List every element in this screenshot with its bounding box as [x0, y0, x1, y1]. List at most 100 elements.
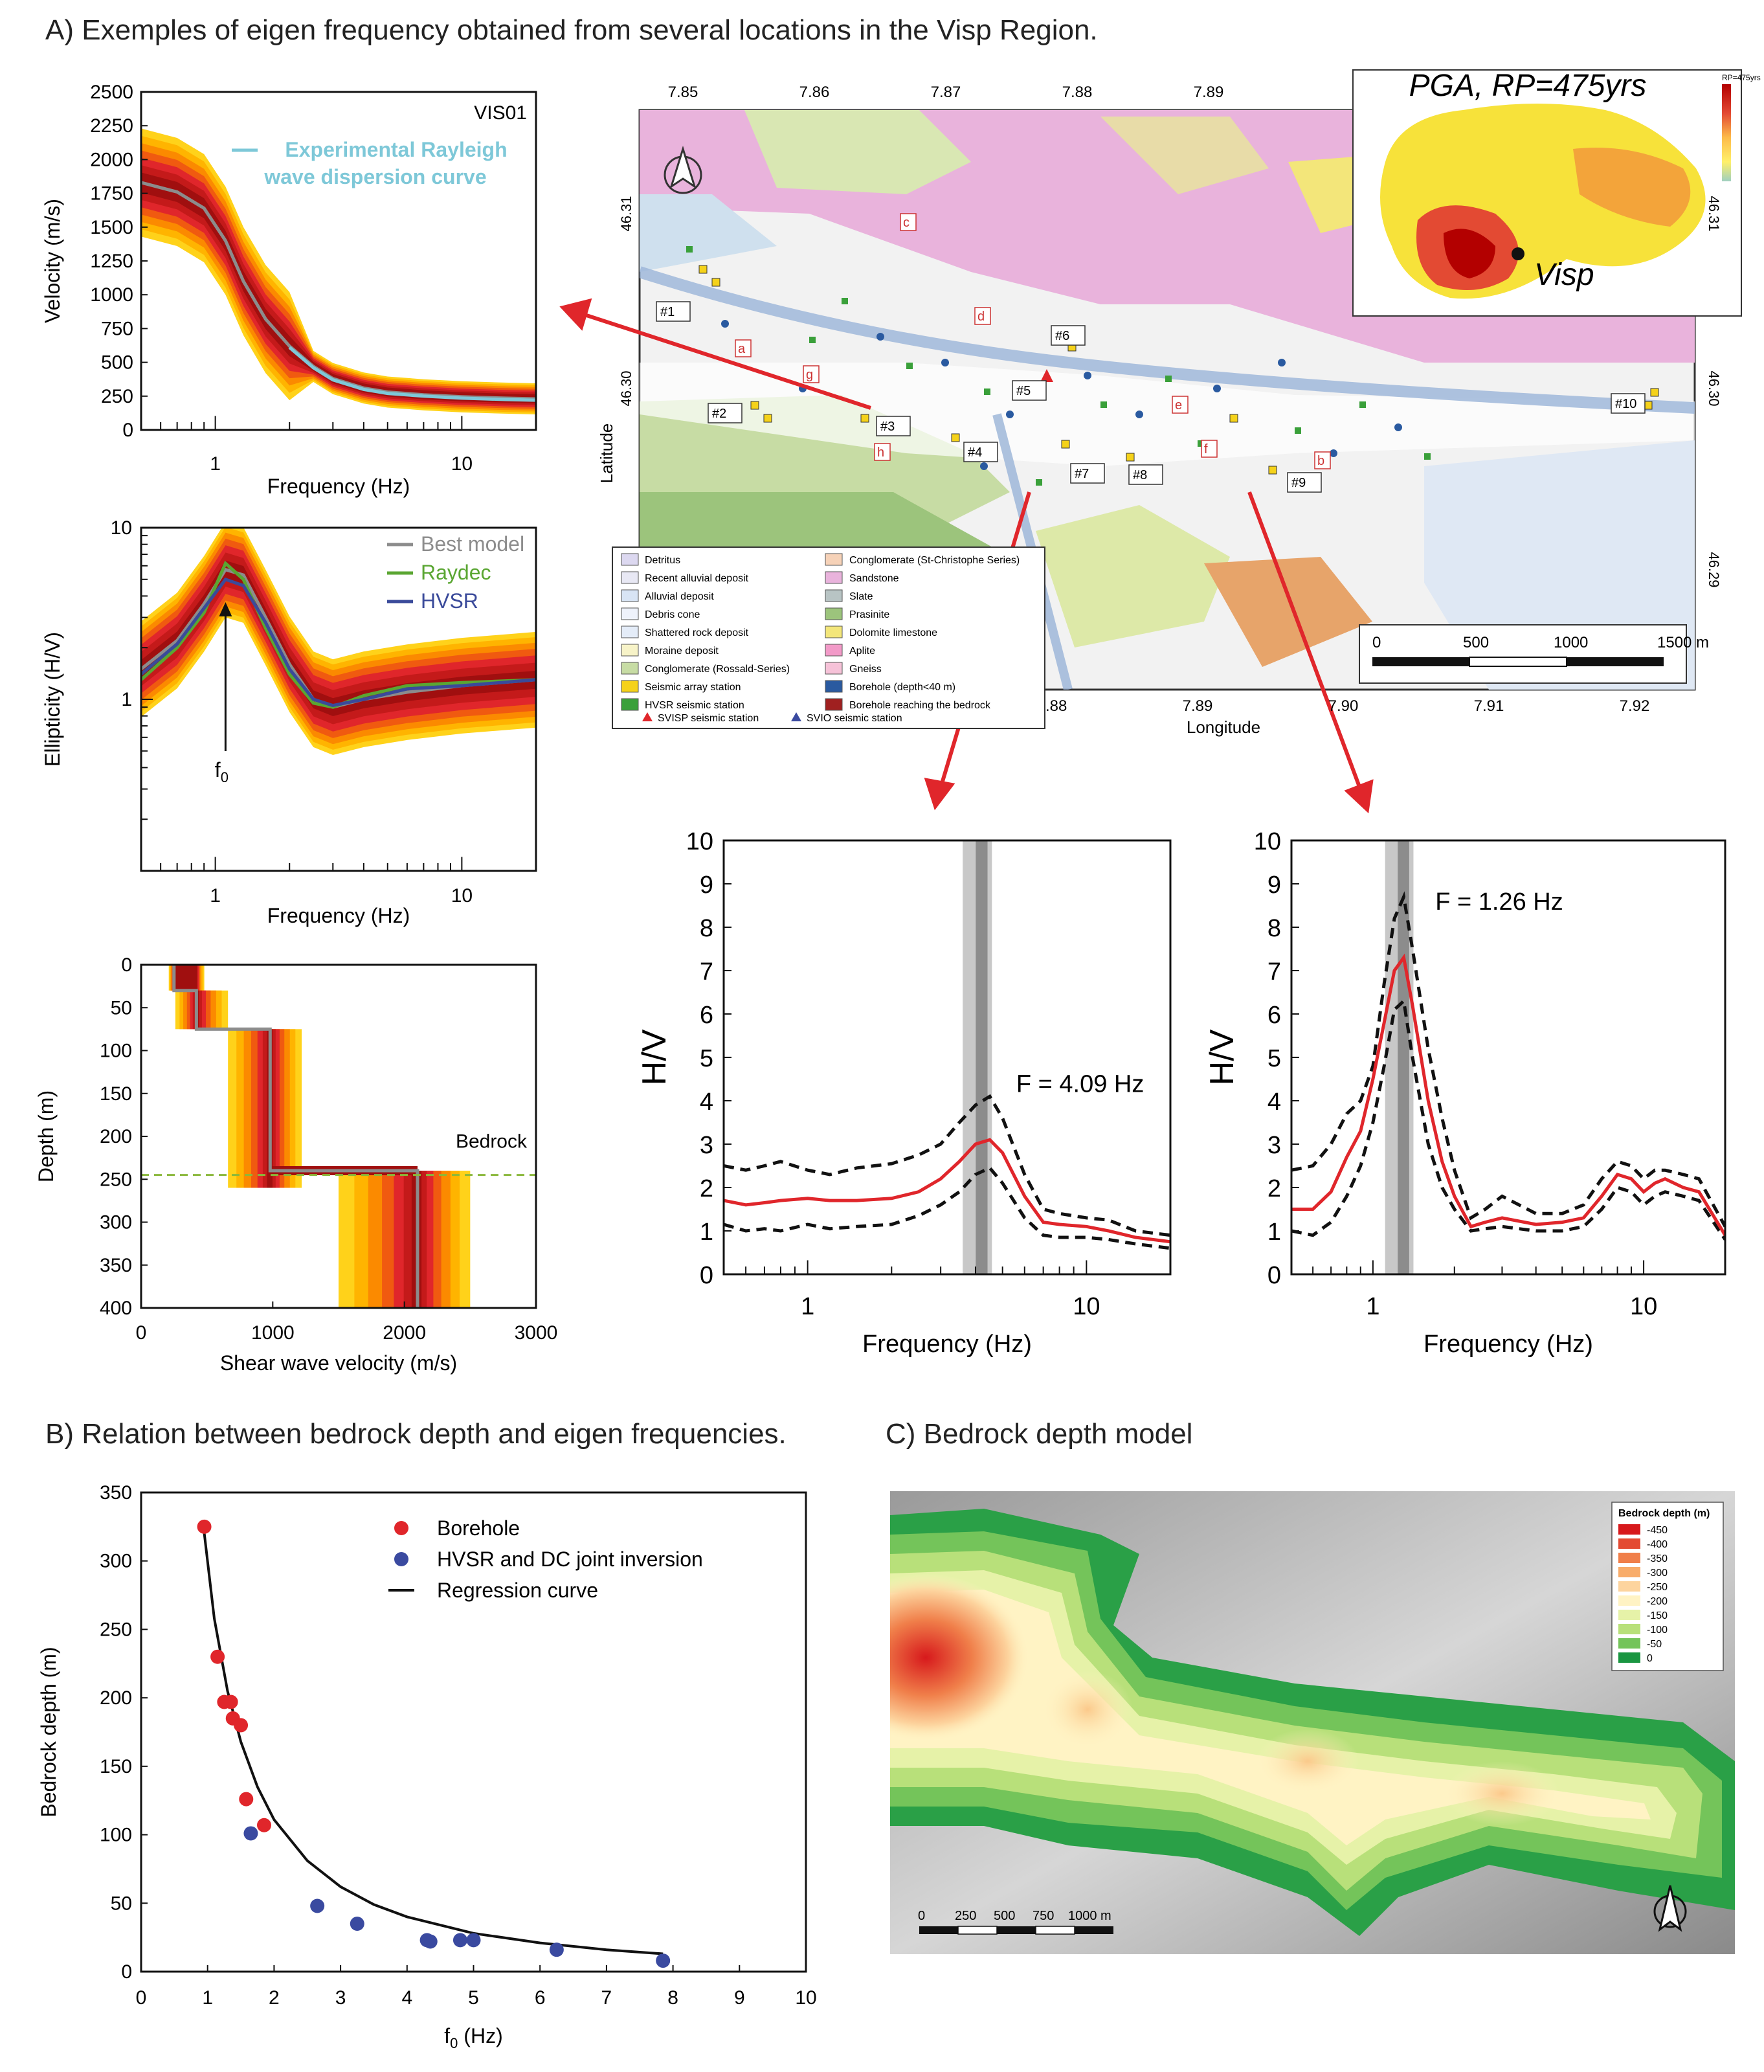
x-tick-label: 2000 — [383, 1322, 426, 1344]
depth-legend-label: -350 — [1647, 1553, 1668, 1564]
legend-label: Borehole — [437, 1516, 520, 1540]
map-lon-tick-top: 7.86 — [799, 84, 830, 101]
depth-legend-swatch — [1618, 1624, 1640, 1634]
y-tick-label: 1000 — [90, 284, 133, 306]
map-lat-tick-left: 46.30 — [618, 370, 634, 406]
map-legend-label: Detritus — [645, 555, 680, 566]
map-site-box — [963, 442, 998, 462]
map-legend-label: Prasinite — [849, 609, 889, 620]
hv-right-chart: 0 1 2 3 4 5 6 7 8 9 10 1 10 Frequency (Hz) H/V F = 1.26… — [1203, 828, 1726, 1358]
depth-legend-swatch — [1618, 1581, 1640, 1592]
y-tick-label: 1 — [700, 1219, 713, 1246]
y-tick-label: 300 — [100, 1212, 132, 1233]
map-letter-box — [900, 213, 917, 231]
y-tick-label: 200 — [100, 1126, 132, 1147]
map-letter-label: f — [1204, 442, 1208, 456]
ellipticity-line — [141, 577, 536, 708]
map-legend-label: Sandstone — [849, 573, 899, 584]
ellipticity-chart: 1 10 1 10 Frequency (Hz) Ellipticity (H/V) f0 B… — [41, 517, 537, 927]
y-tick-label: 500 — [101, 352, 133, 374]
x-tick-label: 6 — [535, 1987, 546, 2009]
x-tick-label: 3000 — [515, 1322, 558, 1344]
map-legend-swatch — [621, 625, 639, 638]
ellipticity-band — [141, 528, 536, 755]
inset-title: PGA, RP=475yrs — [1409, 69, 1647, 103]
map-lat-tick-left: 46.31 — [618, 196, 634, 231]
y-tick-label: 2500 — [90, 82, 133, 103]
depth-legend-swatch — [1618, 1638, 1640, 1649]
map-legend-swatch — [825, 680, 843, 693]
y-tick-label: 0 — [121, 954, 132, 976]
map-legend-label: Conglomerate (Rossald-Series) — [645, 664, 790, 675]
x-tick-label: 10 — [451, 885, 473, 906]
depth-legend-label: -250 — [1647, 1582, 1668, 1593]
map-letter-label: c — [903, 216, 910, 230]
svio-legend-icon — [791, 712, 801, 721]
map-letter-label: d — [977, 310, 985, 324]
callout-arrows — [559, 298, 1374, 814]
map-legend-label: Borehole (depth<40 m) — [849, 682, 955, 693]
depth-model-text: Bedrock depth (m) -450 -400 -350 -300 -250 -20… — [918, 1508, 1710, 1923]
x-tick-label: 0 — [136, 1987, 147, 2009]
north-arrow-icon — [664, 145, 702, 194]
depth-legend-title: Bedrock depth (m) — [1618, 1508, 1710, 1519]
map-legend-label: Alluvial deposit — [645, 591, 714, 602]
f0-arrowhead — [219, 602, 232, 616]
depth-scale-label: 250 — [955, 1909, 976, 1923]
map-lon-tick-top: 7.88 — [1062, 84, 1093, 101]
hv-std-upper — [724, 1094, 1170, 1237]
depth-legend-swatch — [1618, 1595, 1640, 1606]
depth-legend-label: 0 — [1647, 1653, 1653, 1664]
y-tick-label: 10 — [111, 517, 132, 539]
map-legend-label: Slate — [849, 591, 873, 602]
y-tick-label: 1500 — [90, 217, 133, 238]
y-axis-label: H/V — [636, 1029, 673, 1085]
y-axis-label: Bedrock depth (m) — [37, 1647, 60, 1817]
station-label: VIS01 — [474, 102, 527, 124]
ellipticity-line — [141, 560, 536, 709]
joint-inversion-point — [310, 1898, 325, 1913]
map-legend-label: Shattered rock deposit — [645, 627, 749, 638]
peak-band-core — [1398, 840, 1409, 1274]
map-legend-label: SVIO seismic station — [807, 713, 902, 724]
y-tick-label: 10 — [686, 828, 713, 855]
x-tick-label: 10 — [451, 453, 473, 475]
map-legend-label: Conglomerate (St-Christophe Series) — [849, 555, 1020, 566]
x-tick-label: 1 — [1366, 1293, 1379, 1320]
map-letter-box — [874, 443, 891, 461]
y-tick-label: 100 — [100, 1825, 132, 1846]
map-legend-swatch — [621, 662, 639, 675]
map-lon-tick-bottom: 7.89 — [1183, 697, 1213, 715]
svisp-station-marker — [1040, 369, 1053, 382]
svisp-legend-icon — [642, 712, 653, 721]
y-axis-label: H/V — [1203, 1029, 1241, 1085]
x-axis-label: Frequency (Hz) — [267, 904, 410, 927]
hv-lines — [1291, 891, 1725, 1241]
depth-legend-swatch — [1618, 1524, 1640, 1535]
y-tick-label: 9 — [1267, 872, 1281, 899]
map-letter-box — [974, 307, 991, 325]
legend-label-line2: wave dispersion curve — [263, 165, 486, 188]
depth-legend-swatch — [1618, 1553, 1640, 1563]
map-scale-label: 1500 m — [1657, 634, 1709, 651]
map-legend-label: Gneiss — [849, 664, 882, 675]
map-site-label: #7 — [1075, 467, 1089, 481]
heading-c: C) Bedrock depth model — [886, 1418, 1193, 1450]
map-site-box — [876, 416, 911, 436]
legend-swatch — [394, 1521, 408, 1535]
pga-inset — [1352, 69, 1742, 317]
x-axis-label: Frequency (Hz) — [862, 1331, 1032, 1358]
map-legend-swatch — [825, 571, 843, 584]
x-axis-label: Frequency (Hz) — [1423, 1331, 1593, 1358]
map-legend-swatch — [621, 553, 639, 566]
joint-inversion-point — [243, 1826, 258, 1841]
borehole-point — [223, 1695, 238, 1709]
x-tick-label: 1000 — [251, 1322, 295, 1344]
depth-scale-label: 1000 m — [1068, 1909, 1111, 1923]
map-legend-swatch — [825, 607, 843, 620]
y-tick-label: 3 — [700, 1132, 713, 1159]
station-markers — [698, 265, 1659, 475]
y-tick-label: 1 — [121, 689, 132, 710]
map-legend-label: Seismic array station — [645, 682, 741, 693]
